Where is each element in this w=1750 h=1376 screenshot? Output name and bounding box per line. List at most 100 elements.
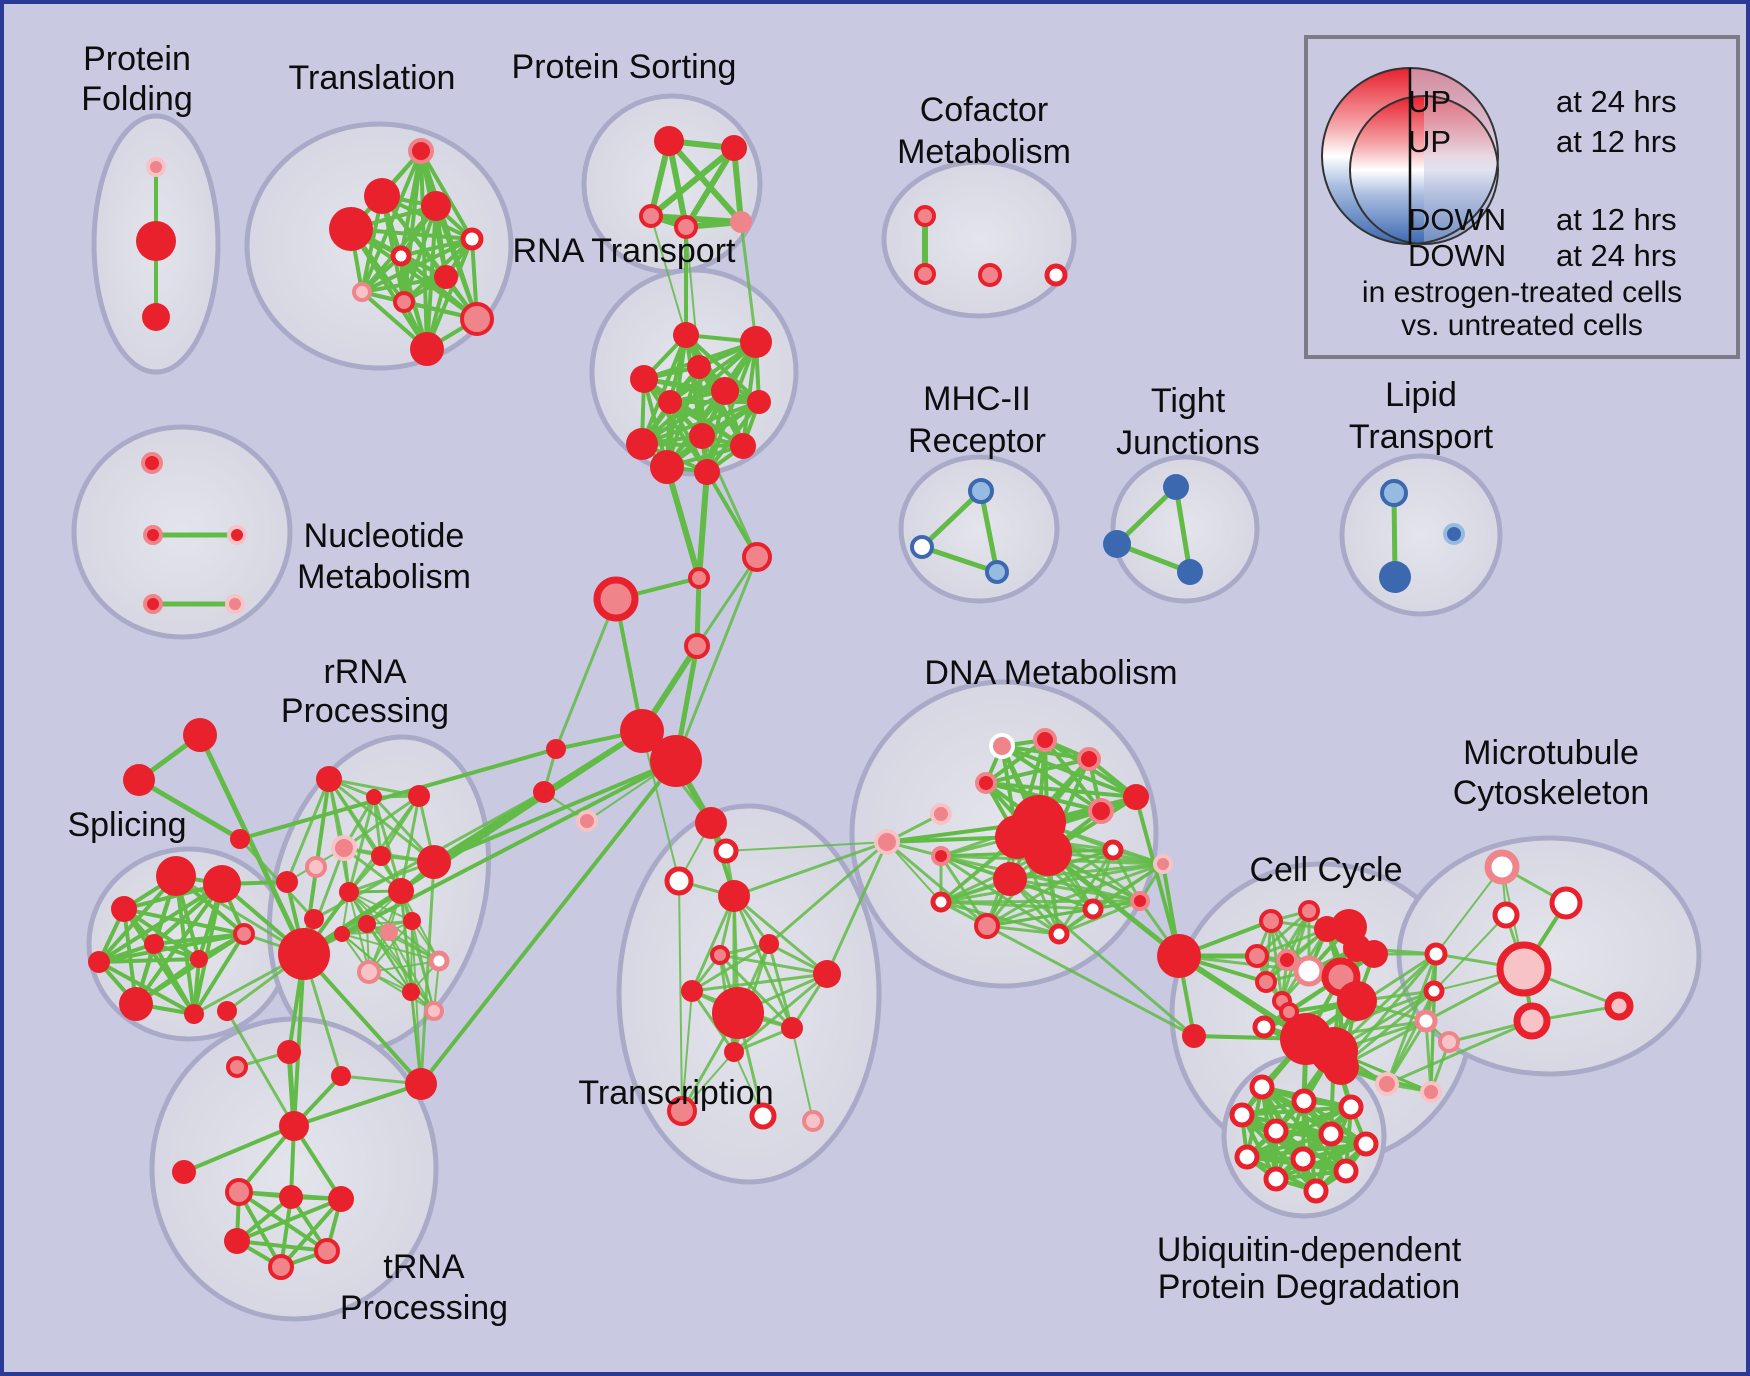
network-node-R (408, 785, 430, 807)
network-node-R (689, 423, 715, 449)
network-edge (411, 920, 435, 1012)
network-node-PR (1255, 971, 1277, 993)
network-node-R (630, 365, 658, 393)
network-node-WR (1102, 839, 1124, 861)
legend-direction-label: DOWN (1408, 238, 1507, 273)
network-node-R (626, 428, 658, 460)
network-node-LPp (802, 1110, 824, 1132)
network-node-PR (639, 204, 663, 228)
network-node-R (364, 178, 400, 214)
network-edge (725, 841, 888, 852)
network-edge (705, 400, 761, 474)
network-node-R (1182, 1024, 1206, 1048)
network-edge (695, 555, 759, 648)
network-edge (368, 971, 435, 1012)
network-node-Plp (225, 594, 245, 614)
network-node-R (1157, 934, 1201, 978)
cluster-label-mhc-ii-receptor: MHC-II (923, 380, 1031, 418)
network-node-R (434, 265, 458, 289)
network-node-R (279, 1111, 309, 1141)
legend-time-label: at 24 hrs (1556, 238, 1677, 273)
network-node-PR (974, 913, 1000, 939)
network-edge (683, 145, 737, 230)
cluster-label-tight-junctions: Tight (1151, 382, 1226, 420)
network-node-R (172, 1160, 196, 1184)
cluster-label-cofactor-metabolism: Metabolism (897, 133, 1071, 171)
cluster-label-translation: Translation (289, 59, 456, 97)
network-node-WR (1353, 1131, 1379, 1157)
legend-inner-disc-faded-half (1424, 96, 1498, 244)
network-node-Plp (146, 157, 166, 177)
network-node-LBb (1380, 479, 1408, 507)
network-edge (696, 469, 710, 581)
network-node-Wp (428, 950, 450, 972)
network-node-LPp (352, 282, 372, 302)
network-edge (886, 841, 942, 903)
network-node-LPr (1513, 1002, 1551, 1040)
network-edge (978, 488, 1000, 575)
legend-direction-label: DOWN (1408, 202, 1507, 237)
network-edge (674, 555, 759, 763)
network-node-P (730, 211, 752, 233)
network-node-R (781, 1017, 803, 1039)
network-edge (642, 377, 709, 474)
network-node-PR (688, 567, 710, 589)
network-node-PR (225, 1178, 253, 1206)
network-node-R (620, 709, 664, 753)
network-node-R (403, 912, 421, 930)
cluster-ellipse-lipid-transport (1339, 453, 1503, 617)
network-node-R (759, 934, 779, 954)
network-node-R (279, 1185, 303, 1209)
network-node-R (1323, 1049, 1359, 1085)
network-node-WR (1252, 1015, 1276, 1039)
network-node-WR (1549, 886, 1583, 920)
network-node-R (111, 896, 137, 922)
cluster-label-microtubule-cytoskeleton: Microtubule (1463, 734, 1639, 772)
legend-updown-glyph (1321, 67, 1499, 245)
cluster-label-tight-junctions: Junctions (1116, 424, 1260, 462)
network-node-R (546, 739, 566, 759)
network-edge (985, 924, 1196, 1038)
network-edge (292, 952, 306, 1128)
network-edge (700, 434, 759, 559)
network-edge (1424, 1019, 1433, 1094)
network-edge (301, 728, 645, 957)
network-edge (666, 138, 744, 225)
network-node-R (304, 909, 324, 929)
network-node-Plp (331, 835, 357, 861)
network-node-PR (684, 633, 710, 659)
network-node-PR (233, 923, 255, 945)
network-node-R (681, 980, 703, 1002)
network-node-LPp (357, 960, 381, 984)
network-node-R (421, 191, 451, 221)
network-node-WR (1318, 1121, 1344, 1147)
network-node-Wp (1293, 955, 1325, 987)
network-node-R (278, 928, 330, 980)
network-edge (341, 933, 440, 962)
network-edge (1435, 866, 1503, 955)
network-node-R (721, 135, 747, 161)
network-node-R (230, 829, 250, 849)
network-node-R (190, 950, 208, 968)
network-edge (122, 907, 246, 936)
cluster-label-cofactor-metabolism: Cofactor (920, 91, 1049, 129)
network-edge (984, 757, 1091, 785)
network-node-PR (742, 542, 772, 572)
network-node-WR (1249, 1074, 1275, 1100)
network-node-PR (710, 945, 730, 965)
network-node-Rp (975, 772, 997, 794)
network-node-PRb (593, 576, 639, 622)
network-node-LPr (1496, 941, 1552, 997)
network-node-WR (713, 838, 739, 864)
cluster-label-protein-folding: Folding (81, 80, 193, 118)
network-edge (885, 840, 989, 928)
network-node-LPp (424, 1001, 444, 1021)
cluster-label-dna-metabolism: DNA Metabolism (924, 654, 1177, 692)
network-node-PR (268, 1254, 294, 1280)
network-edge (1274, 1142, 1368, 1181)
network-node-R (184, 1004, 204, 1024)
network-node-R (658, 390, 682, 414)
network-edge (919, 544, 1000, 575)
network-edge (554, 597, 618, 751)
network-node-R (366, 789, 382, 805)
